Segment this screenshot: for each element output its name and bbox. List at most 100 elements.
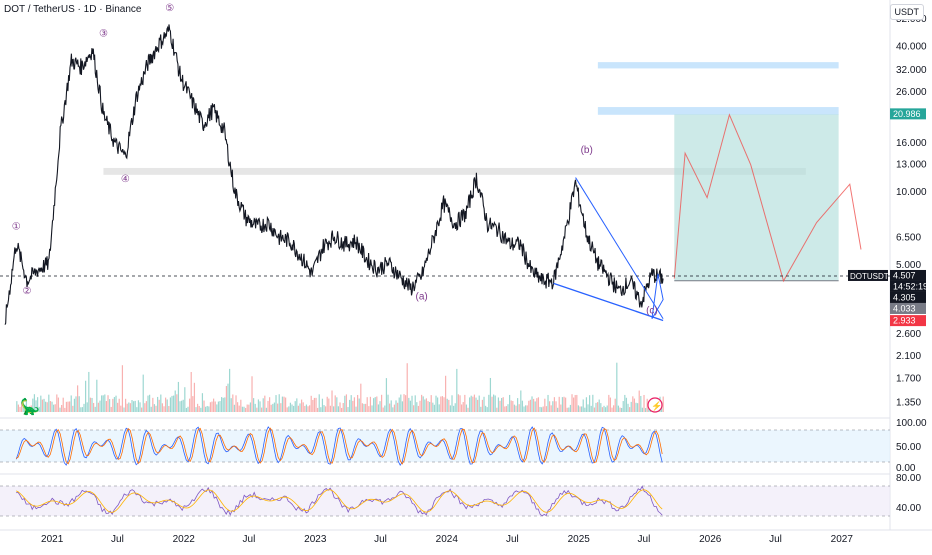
volume-bar <box>201 393 204 412</box>
price-tag-text: 4.507 <box>893 270 916 280</box>
volume-bar <box>398 397 400 412</box>
volume-bar <box>577 405 580 412</box>
oscillator-signal-line <box>16 489 663 513</box>
volume-bar <box>358 398 360 412</box>
volume-bar <box>342 403 344 412</box>
volume-bar <box>446 398 448 412</box>
volume-bar <box>249 402 252 412</box>
volume-bar <box>488 394 490 412</box>
volume-bar <box>150 406 152 412</box>
volume-bar <box>177 381 180 412</box>
volume-bar <box>296 398 298 412</box>
volume-bar <box>262 398 264 412</box>
volume-bar <box>325 406 327 412</box>
wave-label: ② <box>23 286 32 297</box>
currency-button[interactable]: USDT <box>889 4 924 20</box>
volume-bar <box>246 404 248 412</box>
volume-bar <box>73 398 76 412</box>
rsi-line <box>15 426 663 467</box>
volume-bar <box>366 397 368 412</box>
volume-bar <box>382 407 384 412</box>
volume-bar <box>427 401 429 412</box>
volume-bar <box>350 395 352 412</box>
volume-bar <box>587 404 589 412</box>
volume-bar <box>53 404 55 412</box>
volume-bar <box>579 406 581 412</box>
volume-bar <box>390 400 392 412</box>
volume-bar <box>153 404 156 412</box>
volume-bar <box>632 396 634 412</box>
price-tick-label: 40.000 <box>896 42 927 53</box>
price-tag-target: 20.986 <box>890 108 926 120</box>
volume-bar <box>317 407 319 412</box>
volume-bar <box>539 406 541 412</box>
volume-bar <box>360 383 362 412</box>
volume-bar <box>497 397 500 412</box>
volume-bar <box>369 396 372 412</box>
volume-bar <box>136 407 138 412</box>
volume-bar <box>45 401 47 412</box>
volume-bar <box>616 362 618 412</box>
wave-label: ⑤ <box>165 3 174 14</box>
volume-bar <box>272 403 274 412</box>
volume-bar <box>102 395 104 412</box>
volume-bar <box>235 395 237 412</box>
volume-bar <box>110 406 112 412</box>
volume-bar <box>662 396 664 412</box>
time-tick-label: Jul <box>111 534 124 545</box>
volume-bar <box>254 403 256 412</box>
wave-label: (b) <box>581 145 593 156</box>
volume-bar <box>118 398 120 412</box>
volume-bar <box>533 398 535 412</box>
volume-bar <box>269 397 271 412</box>
volume-bar <box>449 405 452 412</box>
volume-bar <box>113 397 116 412</box>
volume-bar <box>477 399 479 412</box>
volume-bar <box>574 395 576 412</box>
volume-bar <box>573 397 575 412</box>
resistance-zone-middle <box>597 107 839 115</box>
price-tick-label: 6.500 <box>896 233 921 244</box>
volume-bar <box>101 395 103 412</box>
price-tag-text: 20.986 <box>893 109 921 119</box>
volume-bar <box>174 390 176 412</box>
wave-label: ④ <box>121 174 130 185</box>
logo-icon: 🦕 <box>20 397 40 416</box>
volume-bar <box>456 368 458 412</box>
volume-bar <box>107 395 109 412</box>
volume-bar <box>515 405 517 412</box>
volume-bar <box>21 402 23 412</box>
volume-bar <box>489 377 492 412</box>
volume-bar <box>601 407 604 412</box>
volume-bar <box>603 405 605 412</box>
volume-bar <box>550 405 552 412</box>
volume-bar <box>619 407 621 412</box>
price-tick-label: 16.000 <box>896 138 927 149</box>
volume-bar <box>401 401 404 412</box>
volume-bar <box>485 405 487 412</box>
volume-bar <box>563 396 565 412</box>
volume-bar <box>345 394 348 412</box>
volume-bar <box>318 394 320 412</box>
volume-bar <box>29 406 31 412</box>
volume-bar <box>245 407 247 412</box>
volume-bar <box>409 400 412 412</box>
volume-bar <box>222 397 224 412</box>
volume-bar <box>547 394 549 412</box>
price-tick-label: 1.350 <box>896 398 921 409</box>
volume-bar <box>558 396 560 412</box>
rsi-signal-line <box>15 427 663 465</box>
volume-bar <box>469 397 471 412</box>
price-tick-label: 5.000 <box>896 260 921 271</box>
volume-bar <box>206 405 208 412</box>
volume-bar <box>160 394 162 412</box>
volume-bar <box>478 395 480 412</box>
volume-bar <box>230 398 232 412</box>
volume-bar <box>209 402 212 412</box>
volume-bar <box>61 404 63 412</box>
time-tick-label: 2024 <box>436 534 459 545</box>
volume-bar <box>152 397 154 412</box>
volume-bar <box>377 404 380 412</box>
volume-bar <box>211 401 213 412</box>
